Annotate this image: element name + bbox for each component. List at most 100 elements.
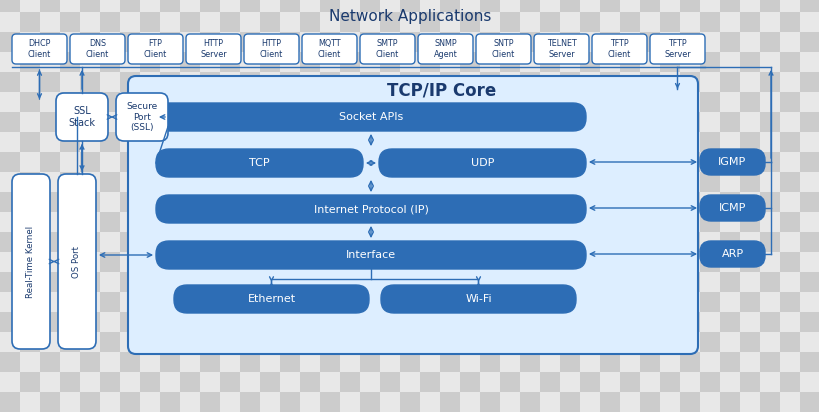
Bar (279, 112, 300, 132)
Bar (180, 332, 200, 352)
Bar (300, 32, 319, 52)
Bar (759, 332, 779, 352)
Bar (40, 192, 60, 212)
Bar (600, 112, 619, 132)
Bar (459, 332, 479, 352)
Bar (200, 252, 219, 272)
Bar (240, 392, 260, 412)
FancyBboxPatch shape (156, 195, 586, 223)
Bar (379, 332, 400, 352)
Bar (799, 192, 819, 212)
Bar (519, 312, 540, 332)
Bar (379, 0, 400, 12)
Bar (519, 272, 540, 292)
Bar (120, 92, 140, 112)
Bar (140, 12, 160, 32)
Bar (679, 392, 699, 412)
Bar (419, 332, 440, 352)
Bar (120, 192, 140, 212)
Bar (500, 32, 519, 52)
Bar (540, 172, 559, 192)
Bar (500, 112, 519, 132)
Bar (679, 72, 699, 92)
Bar (100, 52, 120, 72)
Bar (379, 192, 400, 212)
Bar (559, 352, 579, 372)
Bar (719, 192, 739, 212)
Bar (500, 72, 519, 92)
Bar (459, 212, 479, 232)
Bar (400, 12, 419, 32)
Bar (80, 112, 100, 132)
Bar (40, 52, 60, 72)
Bar (379, 272, 400, 292)
Bar (699, 32, 719, 52)
FancyBboxPatch shape (70, 34, 124, 64)
Bar (319, 12, 340, 32)
Bar (60, 52, 80, 72)
Bar (200, 0, 219, 12)
Bar (180, 372, 200, 392)
Bar (739, 172, 759, 192)
Bar (180, 172, 200, 192)
Bar (360, 232, 379, 252)
Bar (659, 392, 679, 412)
Bar (100, 12, 120, 32)
Bar (379, 392, 400, 412)
Bar (579, 392, 600, 412)
Bar (639, 372, 659, 392)
Bar (340, 192, 360, 212)
Bar (639, 72, 659, 92)
Bar (379, 312, 400, 332)
Bar (400, 172, 419, 192)
Bar (160, 92, 180, 112)
Bar (659, 112, 679, 132)
Bar (240, 352, 260, 372)
Bar (160, 272, 180, 292)
Bar (240, 92, 260, 112)
Bar (779, 332, 799, 352)
Bar (279, 212, 300, 232)
Bar (479, 272, 500, 292)
Bar (679, 292, 699, 312)
Bar (779, 212, 799, 232)
Bar (600, 372, 619, 392)
Bar (120, 132, 140, 152)
Bar (279, 272, 300, 292)
Bar (0, 212, 20, 232)
Bar (340, 292, 360, 312)
Bar (379, 352, 400, 372)
Bar (120, 232, 140, 252)
Bar (619, 392, 639, 412)
Bar (500, 172, 519, 192)
Bar (739, 92, 759, 112)
Text: TFTP
Client: TFTP Client (607, 39, 631, 59)
Bar (160, 32, 180, 52)
Bar (679, 112, 699, 132)
Bar (440, 212, 459, 232)
Bar (440, 112, 459, 132)
Bar (779, 252, 799, 272)
Bar (719, 112, 739, 132)
Bar (20, 12, 40, 32)
Bar (639, 392, 659, 412)
Bar (160, 232, 180, 252)
Bar (519, 152, 540, 172)
Bar (260, 152, 279, 172)
Bar (639, 112, 659, 132)
Bar (779, 172, 799, 192)
Bar (260, 232, 279, 252)
Bar (719, 132, 739, 152)
Bar (300, 272, 319, 292)
Bar (759, 372, 779, 392)
Bar (60, 292, 80, 312)
Bar (659, 272, 679, 292)
Bar (20, 392, 40, 412)
Bar (679, 332, 699, 352)
Bar (20, 0, 40, 12)
Bar (400, 212, 419, 232)
Bar (300, 72, 319, 92)
Bar (579, 232, 600, 252)
Bar (240, 72, 260, 92)
Bar (619, 252, 639, 272)
